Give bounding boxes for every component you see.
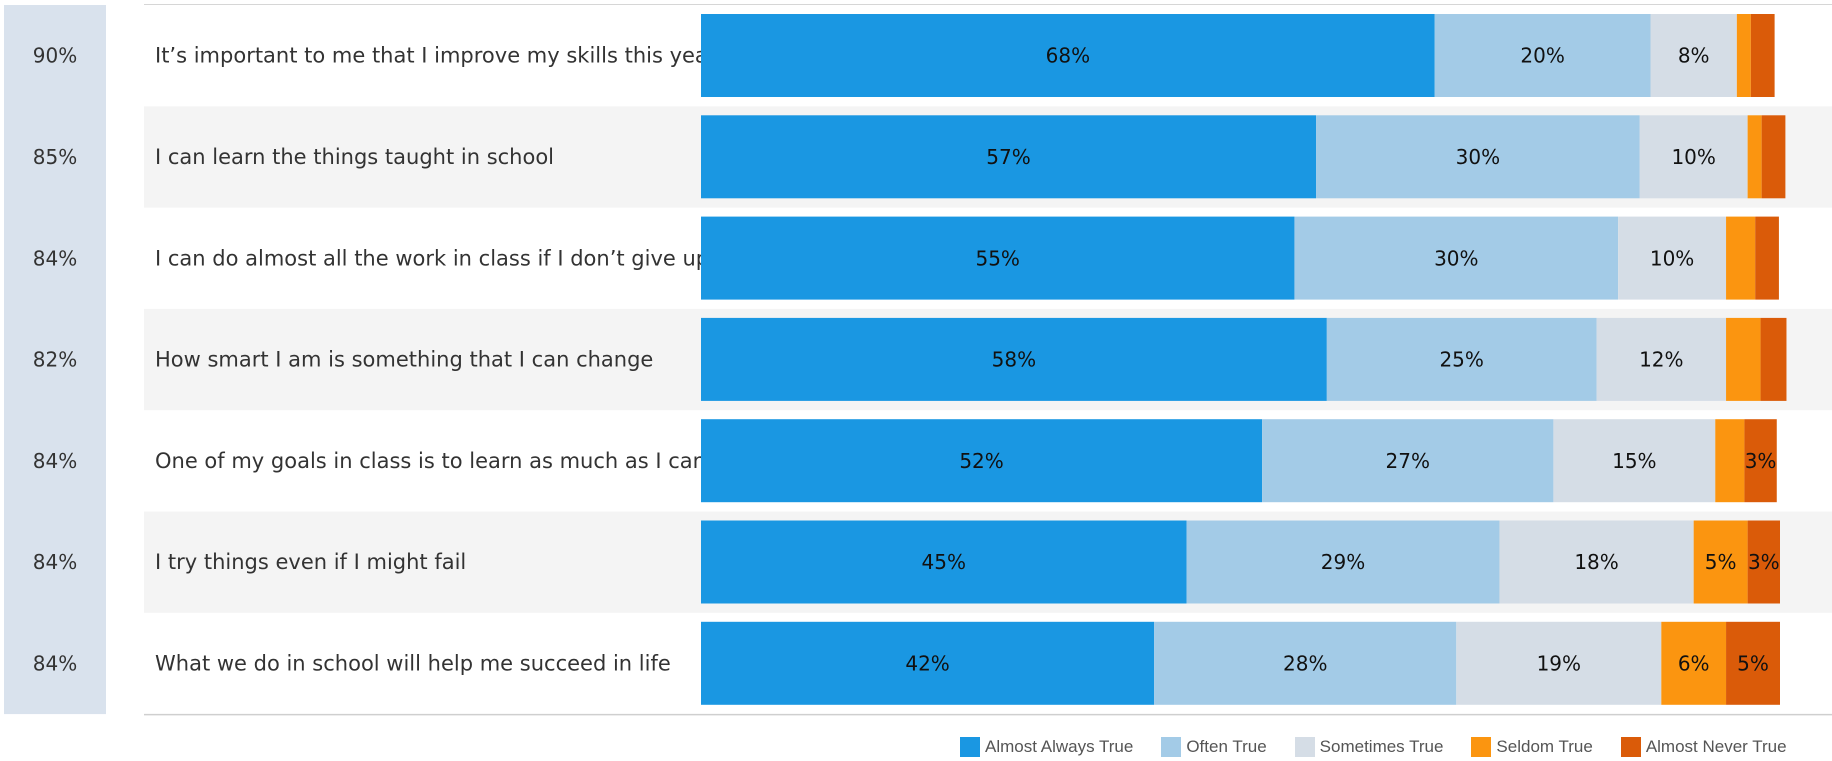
bar-segment [1726,317,1761,401]
bar-segment [701,621,1155,705]
bar-segment [1553,419,1716,503]
data-label: 45% [922,550,966,574]
data-label: 5% [1705,550,1737,574]
bar-segment [1661,621,1727,705]
legend-swatch [960,737,980,757]
bars [701,14,1787,705]
favorable-value: 84% [33,651,77,675]
favorable-value: 84% [33,246,77,270]
data-label: 57% [986,145,1030,169]
bar-segment [1434,14,1651,97]
bar-segment [1760,317,1787,401]
bar-segment [1326,317,1597,401]
bar-segment [1747,115,1762,199]
legend-label: Seldom True [1496,737,1593,756]
data-label: 5% [1737,651,1769,675]
bar-segment [1154,621,1457,705]
bar-segment [1726,216,1756,300]
bar-segment [1693,520,1748,604]
favorable-column: 90% 85% 84% 82% 84% 84% 84% [4,5,106,715]
bar-segment [1316,115,1640,199]
bar-segment [1186,520,1500,604]
data-label: 58% [992,348,1036,372]
bar-segment [1262,419,1554,503]
favorable-value: 84% [33,550,77,574]
favorable-value: 84% [33,449,77,473]
bar-segment [701,115,1317,199]
data-label: 68% [1046,44,1090,68]
bar-segment [1750,14,1775,97]
bar-segment [1456,621,1662,705]
data-label: 28% [1283,651,1327,675]
bar-segment [1294,216,1619,300]
bar-segment [1596,317,1727,401]
favorable-value: 85% [33,145,77,169]
bar-segment [701,419,1263,503]
data-label: 20% [1520,44,1564,68]
question-labels: It’s important to me that I improve my s… [155,44,717,676]
question-label: I can learn the things taught in school [155,145,554,169]
data-label: 8% [1678,44,1710,68]
legend-item: Sometimes True [1294,737,1444,757]
legend-item: Almost Never True [1620,737,1787,757]
bar-segment [1499,520,1694,604]
data-label: 15% [1612,449,1656,473]
bar-segment [1761,115,1786,199]
bar-segment [1755,216,1779,300]
legend: Almost Always True Often True Sometimes … [960,733,1815,761]
legend-label: Often True [1186,737,1267,756]
favorable-value: 82% [33,348,77,372]
bar-segment [1618,216,1727,300]
data-label: 52% [959,449,1003,473]
data-label: 55% [975,246,1019,270]
bar-segment [701,317,1327,401]
data-label: 10% [1650,246,1694,270]
legend-label: Sometimes True [1319,737,1444,756]
bar-segment [1736,14,1751,97]
legend-swatch [1294,737,1315,757]
data-label: 19% [1537,651,1581,675]
favorable-column-bg [4,5,106,715]
legend-swatch [1161,737,1182,757]
data-label: 10% [1671,145,1715,169]
legend-item: Often True [1161,737,1267,757]
stacked-bar-chart: 90% 85% 84% 82% 84% 84% 84% It’s important to … [4,4,1832,716]
bar-segment [1744,419,1777,503]
legend-swatch [1620,737,1641,757]
data-label: 30% [1434,246,1478,270]
data-label: 29% [1321,550,1365,574]
question-label: How smart I am is something that I can c… [155,348,653,372]
bar-segment [701,520,1187,604]
question-label: One of my goals in class is to learn as … [155,449,706,473]
data-label: 30% [1456,145,1500,169]
data-label: 25% [1439,348,1483,372]
data-label: 6% [1678,651,1710,675]
data-label: 3% [1748,550,1780,574]
legend-item: Seldom True [1471,737,1593,757]
data-label: 3% [1745,449,1777,473]
legend-label: Almost Always True [985,737,1134,756]
data-label: 27% [1386,449,1430,473]
bar-segment [1650,14,1737,97]
data-label: 42% [905,651,949,675]
legend-label: Almost Never True [1645,737,1787,756]
data-label: 18% [1574,550,1618,574]
legend-item: Almost Always True [960,737,1133,757]
bar-segment [701,14,1435,97]
bar-segment [1715,419,1745,503]
question-label: I can do almost all the work in class if… [155,246,709,270]
bar-segment [1639,115,1748,199]
legend-swatch [1471,737,1492,757]
question-label: What we do in school will help me succee… [155,651,671,675]
bar-segment [1726,621,1780,705]
bar-segment [701,216,1295,300]
question-label: It’s important to me that I improve my s… [155,44,717,68]
bar-segment [1747,520,1780,604]
data-labels: 68% 20% 8% 57% 30% 10% 55% 30% 10% 58% 25% 12% 52% 27… [905,44,1779,676]
favorable-value: 90% [33,44,77,68]
question-label: I try things even if I might fail [155,550,466,574]
data-label: 12% [1639,348,1683,372]
